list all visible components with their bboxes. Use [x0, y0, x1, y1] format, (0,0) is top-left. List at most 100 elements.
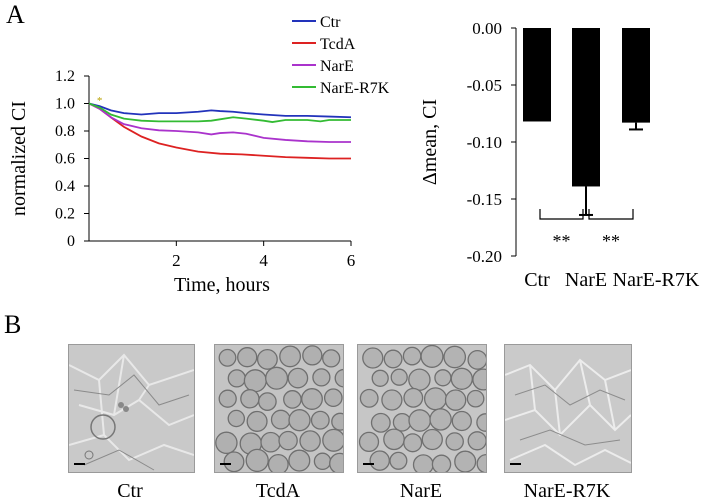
- cell: [279, 345, 302, 368]
- cell: [227, 369, 246, 388]
- cell: [444, 389, 467, 411]
- legend-label: NarE-R7K: [320, 80, 390, 97]
- cell: [369, 450, 390, 471]
- y-tick-label: -0.20: [467, 247, 502, 266]
- cell: [383, 349, 403, 369]
- cell: [431, 454, 452, 472]
- micrograph-nare-image: [358, 345, 486, 472]
- panel-b-label: B: [4, 310, 22, 339]
- legend-label: Ctr: [320, 14, 341, 31]
- cell: [283, 390, 302, 409]
- cell: [434, 369, 452, 387]
- y-axis-label: normalized CI: [8, 101, 30, 216]
- cell: [258, 392, 277, 411]
- cell: [323, 388, 343, 408]
- y-axis-label: Δmean, CI: [419, 99, 441, 185]
- cell: [420, 345, 444, 368]
- cell: [390, 368, 408, 386]
- micrograph-label-tcda: TcdA: [255, 480, 301, 502]
- cell: [265, 366, 289, 390]
- scale-bar: [74, 463, 85, 465]
- cell: [445, 432, 464, 451]
- legend-label: TcdA: [320, 36, 356, 53]
- cell: [476, 453, 486, 472]
- cell: [322, 428, 343, 452]
- cell: [302, 345, 323, 366]
- y-tick-label: 0: [67, 233, 75, 250]
- cell: [218, 389, 237, 408]
- panel-a-label: A: [6, 0, 25, 29]
- micrograph-nare: [357, 344, 487, 473]
- cell: [408, 368, 431, 391]
- cell: [451, 410, 472, 432]
- cell: [301, 388, 323, 410]
- cell: [270, 409, 291, 430]
- series-line-nare: [88, 102, 351, 143]
- cell: [383, 428, 405, 451]
- micrograph-label-nare: NarE: [399, 480, 443, 502]
- cell: [245, 448, 269, 472]
- micrograph-label-ctr: Ctr: [117, 480, 143, 502]
- cell: [423, 387, 448, 411]
- cell: [454, 450, 477, 472]
- cell: [408, 409, 432, 432]
- cell: [218, 348, 237, 367]
- cell: [467, 431, 486, 451]
- micrograph-tcda: [214, 344, 344, 473]
- micrograph-nare-r7k: [504, 344, 632, 473]
- x-axis-label: Time, hours: [174, 274, 270, 296]
- cell: [329, 452, 343, 472]
- series-line-nare-r7k: [88, 102, 351, 123]
- cell: [443, 345, 467, 369]
- x-tick-label: 6: [347, 251, 356, 270]
- micrograph-label-nare-r7k: NarE-R7K: [523, 480, 611, 502]
- series-line-ctr: [88, 102, 352, 119]
- category-label: NarE-R7K: [613, 269, 700, 291]
- micrograph-nare-r7k-image: [505, 345, 631, 472]
- cell: [334, 368, 343, 388]
- bar-ctr: [523, 28, 551, 122]
- category-label: Ctr: [524, 269, 550, 291]
- cell: [267, 453, 289, 472]
- legend-label: NarE: [320, 58, 354, 75]
- cell: [278, 430, 298, 451]
- cell: [371, 369, 389, 387]
- scale-bar: [510, 463, 521, 465]
- cell: [403, 433, 423, 453]
- cell: [359, 388, 379, 408]
- scale-bar: [363, 463, 374, 465]
- cell: [256, 348, 278, 370]
- significance-bracket: [539, 209, 584, 220]
- cell: [215, 431, 238, 455]
- y-tick-label: 1.0: [55, 96, 75, 113]
- cell: [287, 367, 309, 389]
- cell: [402, 346, 422, 366]
- cell: [243, 369, 267, 393]
- cell: [331, 412, 343, 431]
- cell: [472, 368, 486, 391]
- micrograph-ctr-image: [69, 345, 194, 472]
- category-label: NarE: [565, 269, 607, 291]
- cell: [370, 412, 391, 433]
- cell: [223, 451, 245, 472]
- x-tick-label: 2: [172, 251, 181, 270]
- scale-bar: [220, 463, 231, 465]
- cell: [246, 410, 268, 432]
- cell: [362, 347, 384, 369]
- cell: [403, 387, 424, 408]
- cell: [389, 451, 408, 470]
- cell: [429, 408, 452, 431]
- y-tick-label: 0.2: [55, 206, 75, 223]
- cell: [237, 347, 258, 368]
- cell: [450, 367, 473, 390]
- bar-nare-r7k: [622, 28, 650, 123]
- cell: [299, 430, 321, 452]
- significance-bracket: [588, 209, 634, 220]
- bar-nare: [572, 28, 600, 187]
- cell: [260, 431, 282, 453]
- cell: [421, 428, 443, 451]
- significance-label: **: [553, 231, 571, 251]
- cell: [310, 410, 330, 430]
- cell: [227, 409, 246, 428]
